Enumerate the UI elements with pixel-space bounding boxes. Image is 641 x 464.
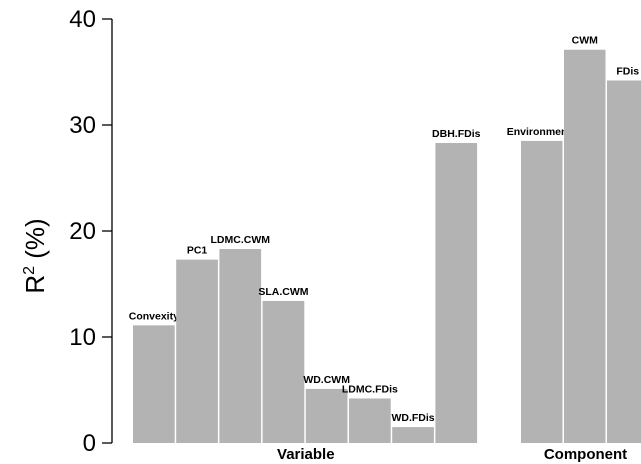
y-axis-label-unit: (%) (20, 218, 50, 266)
bar-convexity (133, 325, 175, 443)
bar-ldmc-cwm (219, 249, 262, 443)
bar-label: SLA.CWM (258, 286, 308, 298)
bar-fdis (607, 80, 641, 443)
bar-environments (521, 140, 563, 443)
bar-ldmc-fdis (349, 398, 391, 443)
bar-label: WD.CWM (303, 374, 350, 386)
y-tick-label: 30 (69, 112, 96, 139)
y-axis: 0 10 20 30 40 (69, 6, 113, 457)
bar-wd-cwm (305, 388, 348, 443)
y-tick-label: 20 (69, 218, 96, 245)
group-label-variable: Variable (277, 446, 335, 463)
bar-label: WD.FDis (391, 412, 434, 424)
bar-wd-fdis (392, 427, 434, 443)
bar-label: Environments (507, 126, 577, 138)
bar-sla-cwm (262, 300, 305, 443)
y-tick-label: 0 (83, 430, 96, 457)
y-tick-label: 10 (69, 324, 96, 351)
bar-label: LDMC.FDis (342, 383, 398, 395)
bar-pc1 (176, 259, 218, 443)
y-tick-label: 40 (69, 6, 96, 33)
y-axis-label-superscript: 2 (21, 266, 38, 275)
bar-label: DBH.FDis (432, 128, 481, 140)
bar-label: PC1 (187, 245, 208, 257)
group-labels: Variable Component (277, 446, 627, 463)
y-axis-label-base: R (20, 275, 50, 294)
y-axis-label: R2 (%) (20, 218, 50, 293)
bar-label: Convexity (129, 310, 179, 322)
bar-dbh-fdis (435, 143, 478, 443)
bar-cwm (564, 49, 606, 444)
bar-label: CWM (572, 35, 598, 47)
bar-label: LDMC.CWM (211, 234, 271, 246)
group-label-component: Component (544, 446, 627, 463)
bar-label: FDis (616, 65, 639, 77)
